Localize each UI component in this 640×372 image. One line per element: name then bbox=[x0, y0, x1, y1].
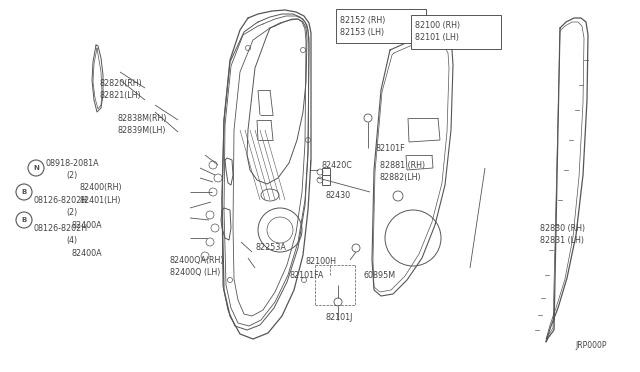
Text: (2): (2) bbox=[66, 170, 77, 180]
Text: 82101J: 82101J bbox=[325, 314, 353, 323]
Text: 82153 (LH): 82153 (LH) bbox=[340, 28, 384, 36]
Text: 82400(RH): 82400(RH) bbox=[80, 183, 123, 192]
Text: 60895M: 60895M bbox=[363, 270, 395, 279]
Text: 82101F: 82101F bbox=[375, 144, 404, 153]
Text: 82830 (RH): 82830 (RH) bbox=[540, 224, 585, 232]
Text: 82101FA: 82101FA bbox=[290, 270, 324, 279]
Text: 82152 (RH): 82152 (RH) bbox=[340, 16, 385, 25]
Text: 82400A: 82400A bbox=[72, 248, 102, 257]
Text: B: B bbox=[21, 189, 27, 195]
Text: 82839M(LH): 82839M(LH) bbox=[118, 125, 166, 135]
Text: 08126-8202H: 08126-8202H bbox=[33, 196, 87, 205]
Text: 82400A: 82400A bbox=[72, 221, 102, 230]
Text: 82882(LH): 82882(LH) bbox=[380, 173, 422, 182]
Text: 82838M(RH): 82838M(RH) bbox=[118, 113, 168, 122]
FancyBboxPatch shape bbox=[336, 9, 426, 43]
Text: 82881 (RH): 82881 (RH) bbox=[380, 160, 425, 170]
Text: 82253A: 82253A bbox=[255, 244, 286, 253]
Text: 82100 (RH): 82100 (RH) bbox=[415, 20, 460, 29]
Text: 82831 (LH): 82831 (LH) bbox=[540, 235, 584, 244]
Text: N: N bbox=[33, 165, 39, 171]
Text: JRP000P: JRP000P bbox=[575, 340, 607, 350]
Text: 82400Q (LH): 82400Q (LH) bbox=[170, 269, 220, 278]
Text: 82821(LH): 82821(LH) bbox=[100, 90, 141, 99]
Text: 82100H: 82100H bbox=[305, 257, 336, 266]
Text: 82401(LH): 82401(LH) bbox=[80, 196, 122, 205]
Text: (2): (2) bbox=[66, 208, 77, 217]
FancyBboxPatch shape bbox=[411, 15, 501, 49]
Text: 08126-8202H: 08126-8202H bbox=[33, 224, 87, 232]
Text: 82430: 82430 bbox=[325, 190, 350, 199]
Text: 82400QA(RH): 82400QA(RH) bbox=[170, 256, 225, 264]
Text: (4): (4) bbox=[66, 235, 77, 244]
Text: 82820(RH): 82820(RH) bbox=[100, 78, 143, 87]
Text: B: B bbox=[21, 217, 27, 223]
Text: 82420C: 82420C bbox=[322, 160, 353, 170]
Text: 82101 (LH): 82101 (LH) bbox=[415, 32, 459, 42]
Text: 08918-2081A: 08918-2081A bbox=[45, 158, 99, 167]
